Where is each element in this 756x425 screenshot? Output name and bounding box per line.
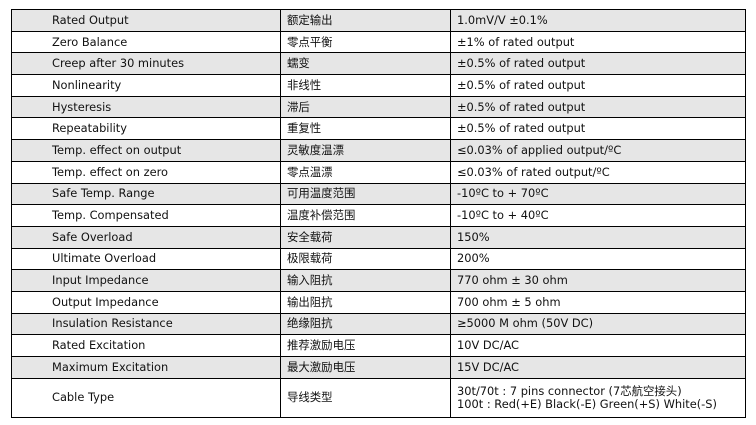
spec-name-cn: 灵敏度温漂 bbox=[280, 139, 451, 162]
spec-value: 150% bbox=[450, 225, 746, 249]
table-row: Temp. effect on output 灵敏度温漂 ≤0.03% of app… bbox=[11, 139, 746, 162]
spec-value: 770 ohm ± 30 ohm bbox=[450, 269, 746, 292]
spec-name-en: Rated Excitation bbox=[11, 334, 281, 357]
spec-name-cn: 非线性 bbox=[280, 74, 451, 97]
table-row: Safe Overload 安全载荷 150% bbox=[11, 225, 746, 249]
spec-name-cn: 极限载荷 bbox=[280, 247, 451, 271]
spec-name-cn: 蠕变 bbox=[280, 52, 451, 76]
table-row: Temp. effect on zero 零点温漂 ≤0.03% of rated … bbox=[11, 160, 746, 184]
spec-name-cn: 额定输出 bbox=[280, 9, 451, 32]
spec-value: ≥5000 M ohm (50V DC) bbox=[450, 312, 746, 336]
spec-name-cn: 输出阻抗 bbox=[280, 290, 451, 314]
spec-name-cn: 安全载荷 bbox=[280, 225, 451, 249]
cable-type-label-cn: 导线类型 bbox=[280, 377, 451, 418]
spec-name-en: Input Impedance bbox=[11, 269, 281, 292]
cable-type-label-en: Cable Type bbox=[11, 377, 281, 418]
spec-value: ≤0.03% of rated output/ºC bbox=[450, 160, 746, 184]
spec-name-cn: 绝缘阻抗 bbox=[280, 312, 451, 336]
spec-value: ±0.5% of rated output bbox=[450, 52, 746, 76]
spec-value: ±1% of rated output bbox=[450, 30, 746, 54]
spec-name-en: Ultimate Overload bbox=[11, 247, 281, 271]
spec-value: ≤0.03% of applied output/ºC bbox=[450, 139, 746, 162]
table-row: Input Impedance 输入阻抗 770 ohm ± 30 ohm bbox=[11, 269, 746, 292]
table-row: Rated Output 额定输出 1.0mV/V ±0.1% bbox=[11, 9, 746, 32]
spec-name-en: Safe Overload bbox=[11, 225, 281, 249]
spec-value: 200% bbox=[450, 247, 746, 271]
table-row: Safe Temp. Range 可用温度范围 -10ºC to + 70ºC bbox=[11, 182, 746, 206]
spec-name-en: Safe Temp. Range bbox=[11, 182, 281, 206]
table-row: Rated Excitation 推荐激励电压 10V DC/AC bbox=[11, 334, 746, 357]
cable-type-row: Cable Type 导线类型 30t/70t : 7 pins connect… bbox=[11, 377, 746, 418]
spec-name-en: Maximum Excitation bbox=[11, 356, 281, 379]
spec-name-cn: 推荐激励电压 bbox=[280, 334, 451, 357]
spec-value: -10ºC to + 70ºC bbox=[450, 182, 746, 206]
spec-name-en: Temp. Compensated bbox=[11, 204, 281, 227]
table-row: Output Impedance 输出阻抗 700 ohm ± 5 ohm bbox=[11, 290, 746, 314]
spec-name-en: Nonlinearity bbox=[11, 74, 281, 97]
table-row: Zero Balance 零点平衡 ±1% of rated output bbox=[11, 30, 746, 54]
table-row: Maximum Excitation 最大激励电压 15V DC/AC bbox=[11, 356, 746, 379]
spec-name-en: Zero Balance bbox=[11, 30, 281, 54]
spec-name-en: Temp. effect on output bbox=[11, 139, 281, 162]
cable-type-value: 30t/70t : 7 pins connector (7芯航空接头) 100t… bbox=[450, 377, 746, 418]
spec-name-en: Hysteresis bbox=[11, 95, 281, 119]
cable-wiring-line: 100t : Red(+E) Black(-E) Green(+S) White… bbox=[457, 396, 717, 411]
spec-value: 1.0mV/V ±0.1% bbox=[450, 9, 746, 32]
spec-name-cn: 零点温漂 bbox=[280, 160, 451, 184]
spec-name-cn: 零点平衡 bbox=[280, 30, 451, 54]
spec-table: Rated Output 额定输出 1.0mV/V ±0.1% Zero Balan… bbox=[11, 9, 746, 418]
table-row: Nonlinearity 非线性 ±0.5% of rated output bbox=[11, 74, 746, 97]
table-row: Creep after 30 minutes 蠕变 ±0.5% of rated o… bbox=[11, 52, 746, 76]
spec-name-en: Insulation Resistance bbox=[11, 312, 281, 336]
spec-value: ±0.5% of rated output bbox=[450, 117, 746, 141]
spec-name-cn: 可用温度范围 bbox=[280, 182, 451, 206]
table-row: Repeatability 重复性 ±0.5% of rated output bbox=[11, 117, 746, 141]
spec-name-en: Temp. effect on zero bbox=[11, 160, 281, 184]
spec-name-en: Rated Output bbox=[11, 9, 281, 32]
spec-value: 10V DC/AC bbox=[450, 334, 746, 357]
spec-value: ±0.5% of rated output bbox=[450, 95, 746, 119]
spec-name-cn: 温度补偿范围 bbox=[280, 204, 451, 227]
spec-name-cn: 重复性 bbox=[280, 117, 451, 141]
cable-connector-line: 30t/70t : 7 pins connector (7芯航空接头) bbox=[457, 383, 682, 398]
spec-table-body: Rated Output 额定输出 1.0mV/V ±0.1% Zero Balan… bbox=[11, 9, 746, 418]
spec-name-cn: 最大激励电压 bbox=[280, 356, 451, 379]
spec-name-en: Output Impedance bbox=[11, 290, 281, 314]
table-row: Insulation Resistance 绝缘阻抗 ≥5000 M ohm (50… bbox=[11, 312, 746, 336]
table-row: Hysteresis 滞后 ±0.5% of rated output bbox=[11, 95, 746, 119]
spec-value: -10ºC to + 40ºC bbox=[450, 204, 746, 227]
table-row: Ultimate Overload 极限载荷 200% bbox=[11, 247, 746, 271]
spec-name-cn: 输入阻抗 bbox=[280, 269, 451, 292]
spec-name-en: Creep after 30 minutes bbox=[11, 52, 281, 76]
spec-value: 700 ohm ± 5 ohm bbox=[450, 290, 746, 314]
spec-value: ±0.5% of rated output bbox=[450, 74, 746, 97]
spec-value: 15V DC/AC bbox=[450, 356, 746, 379]
spec-name-cn: 滞后 bbox=[280, 95, 451, 119]
table-row: Temp. Compensated 温度补偿范围 -10ºC to + 40ºC bbox=[11, 204, 746, 227]
spec-name-en: Repeatability bbox=[11, 117, 281, 141]
